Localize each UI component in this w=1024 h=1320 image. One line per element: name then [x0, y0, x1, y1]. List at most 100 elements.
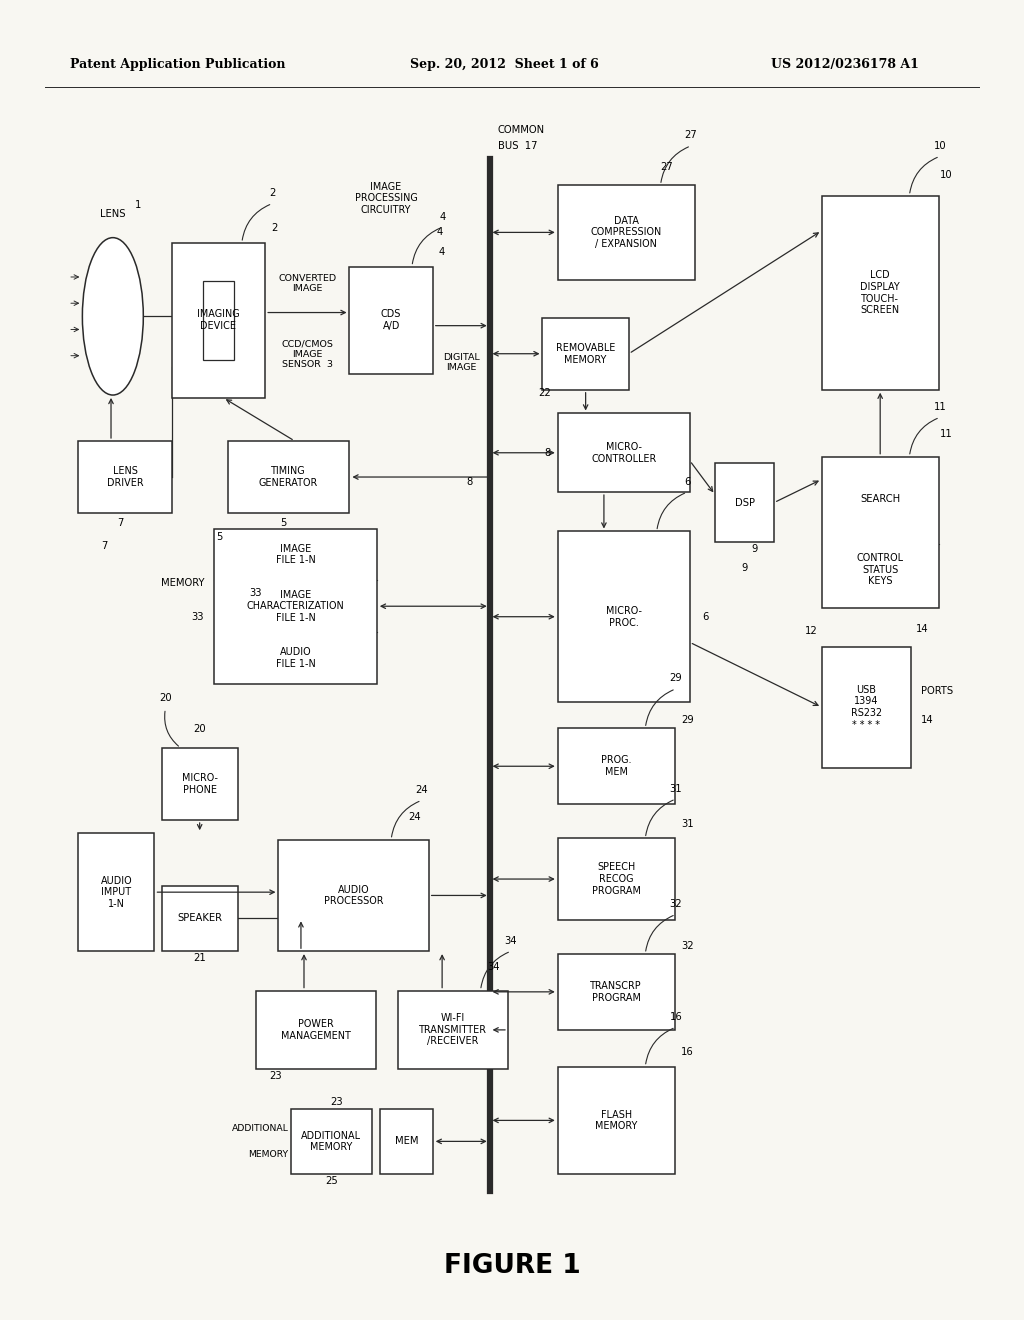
Text: 21: 21: [194, 953, 206, 962]
Bar: [203, 281, 233, 359]
Text: USB
1394
RS232
* * * *: USB 1394 RS232 * * * *: [851, 685, 882, 730]
Text: 27: 27: [685, 131, 697, 140]
Text: 2: 2: [269, 187, 275, 198]
Bar: [398, 990, 508, 1069]
Text: 6: 6: [684, 477, 690, 487]
Bar: [822, 457, 939, 607]
Text: ADDITIONAL: ADDITIONAL: [231, 1123, 289, 1133]
Text: BUS  17: BUS 17: [498, 141, 538, 150]
Text: MEM: MEM: [394, 1137, 418, 1146]
Text: 14: 14: [916, 623, 929, 634]
Text: CONTROL
STATUS
KEYS: CONTROL STATUS KEYS: [857, 553, 903, 586]
Bar: [558, 954, 675, 1030]
Bar: [822, 647, 911, 767]
Text: 9: 9: [752, 544, 758, 553]
Text: Sep. 20, 2012  Sheet 1 of 6: Sep. 20, 2012 Sheet 1 of 6: [411, 58, 599, 71]
Text: 7: 7: [101, 541, 108, 550]
Text: LENS: LENS: [100, 209, 126, 219]
Text: ADDITIONAL
MEMORY: ADDITIONAL MEMORY: [301, 1131, 361, 1152]
Bar: [715, 463, 774, 543]
Text: PORTS: PORTS: [922, 686, 953, 697]
Text: 12: 12: [805, 626, 818, 636]
Text: 29: 29: [670, 673, 682, 684]
Text: 32: 32: [670, 899, 682, 909]
Bar: [558, 838, 675, 920]
Text: 10: 10: [934, 141, 946, 150]
Text: 10: 10: [940, 170, 952, 180]
Text: AUDIO
PROCESSOR: AUDIO PROCESSOR: [324, 884, 383, 907]
Text: 32: 32: [681, 941, 693, 950]
Text: FIGURE 1: FIGURE 1: [443, 1253, 581, 1279]
Text: 25: 25: [325, 1176, 338, 1185]
Text: 8: 8: [545, 447, 551, 458]
Text: 24: 24: [409, 812, 421, 822]
Bar: [380, 1109, 433, 1175]
Text: 22: 22: [539, 388, 551, 399]
Text: 5: 5: [281, 517, 287, 528]
Text: 4: 4: [439, 247, 445, 257]
Text: 4: 4: [437, 227, 443, 238]
Bar: [291, 1109, 372, 1175]
Text: LENS
DRIVER: LENS DRIVER: [106, 466, 143, 488]
Text: TIMING
GENERATOR: TIMING GENERATOR: [259, 466, 318, 488]
Text: DSP: DSP: [734, 498, 755, 508]
Text: 27: 27: [660, 162, 673, 172]
Bar: [822, 195, 939, 389]
Text: 8: 8: [466, 477, 472, 487]
Text: 7: 7: [117, 517, 123, 528]
Bar: [558, 185, 695, 280]
Bar: [172, 243, 265, 397]
Text: PROG.
MEM: PROG. MEM: [601, 755, 632, 777]
Text: MICRO-
PROC.: MICRO- PROC.: [606, 606, 642, 627]
Text: 23: 23: [330, 1097, 343, 1107]
Text: 31: 31: [681, 818, 693, 829]
Bar: [162, 748, 238, 820]
Text: 11: 11: [934, 401, 946, 412]
Text: 23: 23: [269, 1071, 282, 1081]
Text: AUDIO
FILE 1-N: AUDIO FILE 1-N: [275, 647, 315, 669]
Bar: [558, 1067, 675, 1175]
Bar: [227, 441, 349, 513]
Bar: [558, 729, 675, 804]
Text: 1: 1: [135, 199, 141, 210]
Text: AUDIO
IMPUT
1-N: AUDIO IMPUT 1-N: [100, 875, 132, 908]
Text: 4: 4: [439, 211, 445, 222]
Text: 5: 5: [216, 532, 222, 541]
Text: MICRO-
PHONE: MICRO- PHONE: [181, 774, 218, 795]
Bar: [543, 318, 629, 389]
Text: IMAGE
PROCESSING
CIRCUITRY: IMAGE PROCESSING CIRCUITRY: [354, 182, 418, 215]
Bar: [214, 529, 377, 684]
Text: WI-FI
TRANSMITTER
/RECEIVER: WI-FI TRANSMITTER /RECEIVER: [419, 1014, 487, 1047]
Ellipse shape: [82, 238, 143, 395]
Text: IMAGING
DEVICE: IMAGING DEVICE: [198, 309, 240, 331]
Text: 34: 34: [487, 962, 500, 972]
Text: 9: 9: [741, 564, 748, 573]
Text: MEMORY: MEMORY: [161, 578, 204, 587]
Text: 20: 20: [194, 723, 206, 734]
Bar: [162, 886, 238, 952]
Text: IMAGE
FILE 1-N: IMAGE FILE 1-N: [275, 544, 315, 565]
Text: 33: 33: [191, 611, 204, 622]
Text: 16: 16: [681, 1047, 693, 1057]
Bar: [558, 413, 690, 492]
Text: Patent Application Publication: Patent Application Publication: [71, 58, 286, 71]
Text: SEARCH: SEARCH: [860, 494, 900, 504]
Text: 11: 11: [940, 429, 952, 438]
Text: LCD
DISPLAY
TOUCH-
SCREEN: LCD DISPLAY TOUCH- SCREEN: [860, 271, 900, 315]
Text: MEMORY: MEMORY: [249, 1150, 289, 1159]
Text: DATA
COMPRESSION
/ EXPANSION: DATA COMPRESSION / EXPANSION: [591, 215, 662, 249]
Bar: [558, 532, 690, 702]
Bar: [349, 267, 433, 374]
Text: 29: 29: [681, 715, 693, 725]
Text: 16: 16: [670, 1011, 682, 1022]
Text: 24: 24: [416, 785, 428, 795]
Text: 33: 33: [249, 589, 261, 598]
Bar: [279, 840, 429, 952]
Text: 34: 34: [505, 936, 517, 945]
Bar: [78, 441, 172, 513]
Text: CDS
A/D: CDS A/D: [381, 309, 401, 331]
Text: CCD/CMOS
IMAGE
SENSOR  3: CCD/CMOS IMAGE SENSOR 3: [282, 339, 333, 370]
Text: REMOVABLE
MEMORY: REMOVABLE MEMORY: [556, 343, 615, 364]
Text: US 2012/0236178 A1: US 2012/0236178 A1: [771, 58, 919, 71]
Text: IMAGE
CHARACTERIZATION
FILE 1-N: IMAGE CHARACTERIZATION FILE 1-N: [247, 590, 344, 623]
